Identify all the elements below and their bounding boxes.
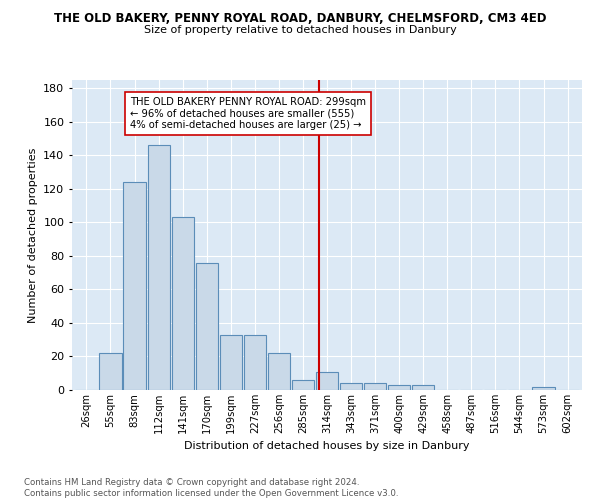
Text: Size of property relative to detached houses in Danbury: Size of property relative to detached ho… (143, 25, 457, 35)
Bar (364, 384, 386, 390)
Bar (340, 384, 362, 390)
X-axis label: Distribution of detached houses by size in Danbury: Distribution of detached houses by size … (184, 442, 470, 452)
Bar (316, 372, 338, 390)
Bar (172, 218, 194, 390)
Text: THE OLD BAKERY, PENNY ROYAL ROAD, DANBURY, CHELMSFORD, CM3 4ED: THE OLD BAKERY, PENNY ROYAL ROAD, DANBUR… (54, 12, 546, 26)
Bar (532, 386, 554, 390)
Bar (196, 262, 218, 390)
Y-axis label: Number of detached properties: Number of detached properties (28, 148, 38, 322)
Text: Contains HM Land Registry data © Crown copyright and database right 2024.
Contai: Contains HM Land Registry data © Crown c… (24, 478, 398, 498)
Bar (244, 334, 266, 390)
Text: THE OLD BAKERY PENNY ROYAL ROAD: 299sqm
← 96% of detached houses are smaller (55: THE OLD BAKERY PENNY ROYAL ROAD: 299sqm … (130, 97, 366, 130)
Bar (148, 146, 170, 390)
Bar (268, 353, 290, 390)
Bar (412, 385, 434, 390)
Bar (100, 353, 122, 390)
Bar (220, 334, 242, 390)
Bar (388, 385, 410, 390)
Bar (292, 380, 314, 390)
Bar (124, 182, 146, 390)
